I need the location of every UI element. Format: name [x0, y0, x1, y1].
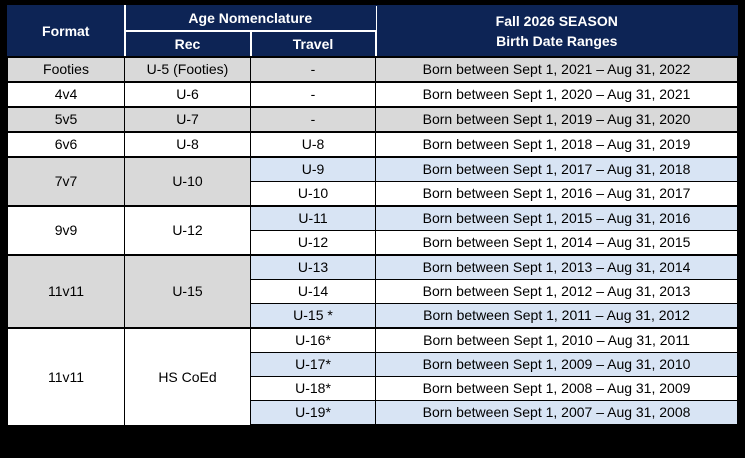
- table-row: 11v11 HS CoEd U-16* Born between Sept 1,…: [7, 327, 739, 426]
- travel-cell: U-9: [249, 156, 377, 182]
- travel-cell: U-10: [249, 181, 377, 207]
- table-row: 4v4 U-6 - Born between Sept 1, 2020 – Au…: [7, 81, 739, 108]
- table-row: Footies U-5 (Footies) - Born between Sep…: [7, 57, 739, 83]
- age-matrix-table: Format Age Nomenclature Fall 2026 SEASON…: [7, 5, 739, 426]
- birthdate-cell: Born between Sept 1, 2009 – Aug 31, 2010: [375, 352, 739, 377]
- birthdate-cell: Born between Sept 1, 2007 – Aug 31, 2008: [375, 400, 739, 426]
- birthdate-cell: Born between Sept 1, 2015 – Aug 31, 2016: [375, 205, 739, 231]
- travel-cell: U-14: [249, 279, 377, 304]
- header-rec: Rec: [124, 30, 252, 58]
- travel-cell: U-16*: [249, 327, 377, 353]
- table-row: U-19* Born between Sept 1, 2007 – Aug 31…: [8, 400, 739, 426]
- table-row: 11v11 U-15 U-13 Born between Sept 1, 201…: [7, 254, 739, 329]
- travel-cell: U-19*: [249, 400, 377, 426]
- rec-cell: HS CoEd: [124, 327, 251, 426]
- travel-cell: U-18*: [249, 376, 377, 401]
- travel-cell: -: [249, 57, 377, 83]
- format-cell: Footies: [7, 57, 125, 83]
- season-title: Fall 2026 SEASON: [495, 12, 618, 29]
- table-row: U-12 Born between Sept 1, 2014 – Aug 31,…: [8, 230, 739, 256]
- table-row: U-15 * Born between Sept 1, 2011 – Aug 3…: [8, 303, 739, 329]
- table-row: 7v7 U-10 U-9 Born between Sept 1, 2017 –…: [7, 156, 739, 207]
- travel-cell: -: [249, 81, 377, 108]
- season-subtitle: Birth Date Ranges: [496, 33, 618, 49]
- header-season: Fall 2026 SEASON Birth Date Ranges: [375, 5, 739, 58]
- format-cell: 4v4: [7, 81, 125, 108]
- travel-cell: U-11: [249, 205, 377, 231]
- format-cell: 5v5: [7, 106, 125, 133]
- rec-cell: U-12: [124, 205, 251, 256]
- rec-cell: U-5 (Footies): [124, 57, 251, 83]
- birthdate-cell: Born between Sept 1, 2013 – Aug 31, 2014: [375, 254, 739, 280]
- table-body: Footies U-5 (Footies) - Born between Sep…: [7, 57, 739, 426]
- birthdate-cell: Born between Sept 1, 2016 – Aug 31, 2017: [375, 181, 739, 207]
- format-cell: 11v11: [7, 254, 125, 329]
- header-travel: Travel: [249, 30, 377, 58]
- format-cell: 7v7: [7, 156, 125, 207]
- header-format: Format: [7, 5, 126, 58]
- rec-cell: U-7: [124, 106, 251, 133]
- table-row: U-18* Born between Sept 1, 2008 – Aug 31…: [8, 376, 739, 401]
- table-row: 5v5 U-7 - Born between Sept 1, 2019 – Au…: [7, 106, 739, 133]
- birthdate-cell: Born between Sept 1, 2012 – Aug 31, 2013: [375, 279, 739, 304]
- format-cell: 11v11: [7, 327, 125, 426]
- birthdate-cell: Born between Sept 1, 2017 – Aug 31, 2018: [375, 156, 739, 182]
- birthdate-cell: Born between Sept 1, 2018 – Aug 31, 2019: [375, 131, 739, 158]
- birthdate-cell: Born between Sept 1, 2019 – Aug 31, 2020: [375, 106, 739, 133]
- format-cell: 6v6: [7, 131, 125, 158]
- birthdate-cell: Born between Sept 1, 2008 – Aug 31, 2009: [375, 376, 739, 401]
- travel-cell: U-12: [249, 230, 377, 256]
- header-age-nomenclature: Age Nomenclature: [123, 5, 377, 32]
- header-row-1: Format Age Nomenclature Fall 2026 SEASON…: [7, 5, 739, 58]
- birthdate-cell: Born between Sept 1, 2014 – Aug 31, 2015: [375, 230, 739, 256]
- format-cell: 9v9: [7, 205, 125, 256]
- rec-cell: U-10: [124, 156, 251, 207]
- birthdate-cell: Born between Sept 1, 2020 – Aug 31, 2021: [375, 81, 739, 108]
- table-row: U-14 Born between Sept 1, 2012 – Aug 31,…: [8, 279, 739, 304]
- table-header: Format Age Nomenclature Fall 2026 SEASON…: [7, 5, 739, 58]
- header-row-2: Rec Travel: [8, 30, 738, 58]
- birthdate-cell: Born between Sept 1, 2021 – Aug 31, 2022: [375, 57, 739, 83]
- travel-cell: U-15 *: [249, 303, 377, 329]
- birthdate-cell: Born between Sept 1, 2011 – Aug 31, 2012: [375, 303, 739, 329]
- rec-cell: U-8: [124, 131, 251, 158]
- birthdate-cell: Born between Sept 1, 2010 – Aug 31, 2011: [375, 327, 739, 353]
- travel-cell: U-17*: [249, 352, 377, 377]
- table-row: 6v6 U-8 U-8 Born between Sept 1, 2018 – …: [7, 131, 739, 158]
- travel-cell: -: [249, 106, 377, 133]
- travel-cell: U-8: [249, 131, 377, 158]
- table-row: 9v9 U-12 U-11 Born between Sept 1, 2015 …: [7, 205, 739, 256]
- travel-cell: U-13: [249, 254, 377, 280]
- rec-cell: U-6: [124, 81, 251, 108]
- table-row: U-10 Born between Sept 1, 2016 – Aug 31,…: [8, 181, 739, 207]
- rec-cell: U-15: [124, 254, 251, 329]
